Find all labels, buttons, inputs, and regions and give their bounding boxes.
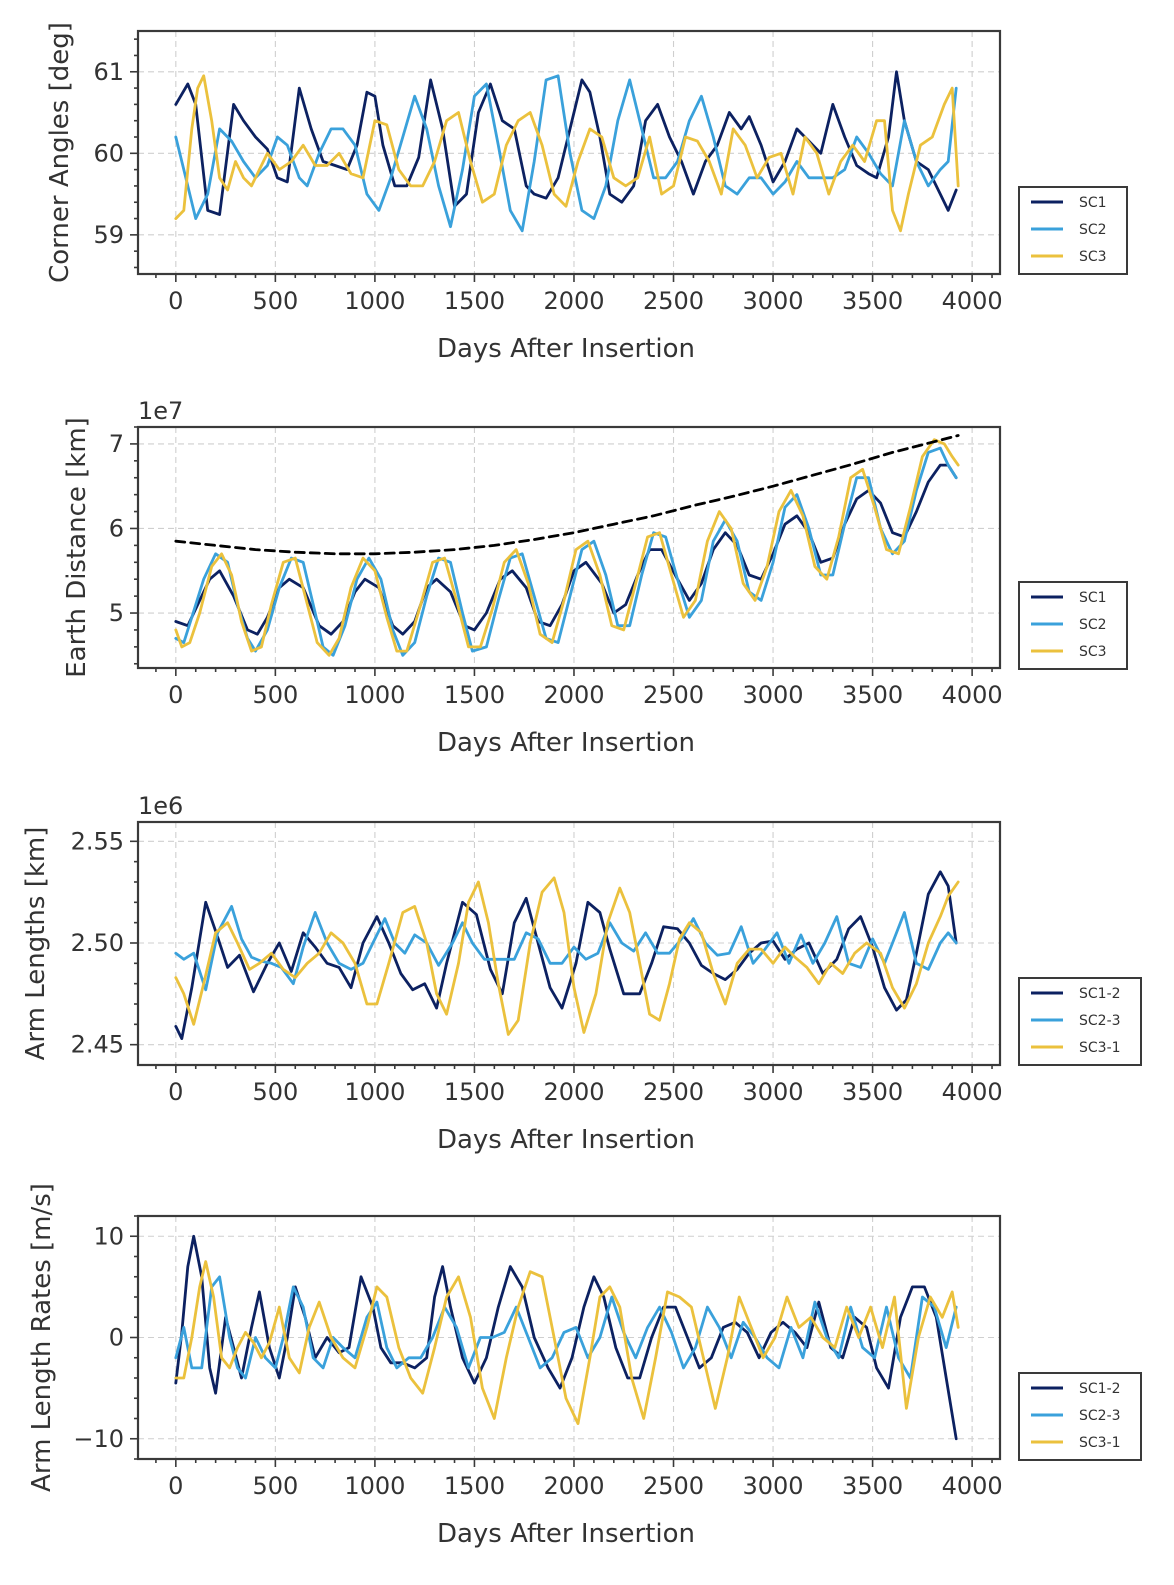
x-tick-label: 3000	[743, 287, 804, 315]
x-tick-label: 500	[252, 1078, 298, 1106]
legend: SC1-2 SC2-3 SC3-1	[1018, 1372, 1142, 1461]
legend-label: SC3	[1079, 644, 1107, 660]
series-line-sc3	[174, 74, 960, 233]
y-axis-label: Arm Lengths [km]	[21, 827, 51, 1061]
axes-frame	[136, 29, 1002, 276]
x-tick-label: 3500	[842, 681, 903, 709]
x-tick-label: 0	[168, 1078, 183, 1106]
y-axis-label: Arm Length Rates [m/s]	[27, 1183, 57, 1492]
legend: SC1 SC2 SC3	[1018, 581, 1128, 670]
legend-label: SC3-1	[1079, 1040, 1121, 1056]
legend-label: SC3-1	[1079, 1435, 1121, 1451]
series-line-sc3	[174, 438, 960, 657]
y-tick-label: 2.50	[71, 929, 124, 957]
legend-label: SC2	[1079, 617, 1107, 633]
x-tick-label: 500	[252, 1472, 298, 1500]
axis-offset-label: 1e6	[138, 792, 183, 820]
legend-label: SC2	[1079, 222, 1107, 238]
x-tick-label: 1000	[344, 1472, 405, 1500]
chart-panel-2: 0 500 1000 1500 2000 2500 3000 3500 4000 5 6 7 1e7 Da…	[62, 397, 1128, 758]
x-tick-label: 3500	[842, 1472, 903, 1500]
axes-frame	[136, 425, 1002, 670]
x-tick-label: 4000	[942, 1078, 1003, 1106]
series-line-sc2-3	[174, 1275, 958, 1380]
legend-label: SC2-3	[1079, 1013, 1121, 1029]
chart-panel-1: 0 500 1000 1500 2000 2500 3000 3500 4000 59 60 61 Da…	[45, 22, 1128, 364]
series-line-sc2	[174, 74, 958, 233]
x-tick-label: 4000	[942, 681, 1003, 709]
x-tick-label: 2000	[543, 1472, 604, 1500]
x-tick-label: 3000	[743, 1472, 804, 1500]
legend-label: SC1	[1079, 195, 1107, 211]
y-tick-label: 59	[93, 221, 124, 249]
x-axis-label: Days After Insertion	[437, 334, 695, 364]
series-group	[174, 870, 960, 1040]
series-line-envelope	[174, 434, 960, 556]
x-tick-label: 2000	[543, 287, 604, 315]
x-tick-label: 1000	[344, 1078, 405, 1106]
x-tick-label: 4000	[942, 287, 1003, 315]
y-tick-label: 2.55	[71, 827, 124, 855]
series-group	[174, 434, 960, 657]
series-line-sc1-2	[174, 870, 958, 1040]
series-line-sc2-3	[174, 905, 958, 992]
x-axis-label: Days After Insertion	[437, 1125, 695, 1155]
x-tick-label: 2500	[643, 1078, 704, 1106]
x-tick-label: 1500	[444, 1078, 505, 1106]
series-line-sc3-1	[174, 876, 960, 1036]
chart-panel-3: 0 500 1000 1500 2000 2500 3000 3500 4000 2.45 2.50…	[21, 792, 1142, 1155]
series-line-sc1	[174, 70, 958, 216]
x-tick-label: 0	[168, 287, 183, 315]
legend: SC1 SC2 SC3	[1018, 186, 1128, 275]
legend-label: SC2-3	[1079, 1408, 1121, 1424]
y-tick-label: 60	[93, 139, 124, 167]
x-tick-label: 2500	[643, 287, 704, 315]
series-group	[174, 70, 960, 233]
x-tick-label: 3000	[743, 1078, 804, 1106]
x-tick-label: 1500	[444, 681, 505, 709]
x-tick-label: 1000	[344, 287, 405, 315]
series-group	[174, 1234, 960, 1441]
chart-panel-4: 0 500 1000 1500 2000 2500 3000 3500 4000 −10 0 10 Da…	[27, 1183, 1142, 1549]
x-tick-label: 1500	[444, 287, 505, 315]
series-line-sc3-1	[174, 1260, 960, 1425]
x-tick-label: 2500	[643, 681, 704, 709]
x-tick-label: 0	[168, 681, 183, 709]
legend-label: SC3	[1079, 249, 1107, 265]
y-axis-label: Corner Angles [deg]	[45, 22, 75, 283]
axis-offset-label: 1e7	[138, 397, 183, 425]
y-tick-label: 7	[109, 430, 124, 458]
x-tick-label: 3500	[842, 287, 903, 315]
x-tick-label: 500	[252, 287, 298, 315]
x-axis-label: Days After Insertion	[437, 1519, 695, 1549]
x-tick-label: 1500	[444, 1472, 505, 1500]
x-axis-label: Days After Insertion	[437, 728, 695, 758]
y-tick-label: 2.45	[71, 1031, 124, 1059]
x-tick-label: 500	[252, 681, 298, 709]
x-tick-label: 3500	[842, 1078, 903, 1106]
y-tick-label: 10	[93, 1222, 124, 1250]
legend-label: SC1-2	[1079, 986, 1121, 1002]
x-tick-label: 2000	[543, 1078, 604, 1106]
y-tick-label: −10	[73, 1425, 124, 1453]
y-axis-label: Earth Distance [km]	[62, 417, 92, 678]
y-tick-label: 61	[93, 58, 124, 86]
legend: SC1-2 SC2-3 SC3-1	[1018, 977, 1142, 1066]
x-tick-label: 1000	[344, 681, 405, 709]
y-tick-label: 6	[109, 514, 124, 542]
legend-label: SC1	[1079, 590, 1107, 606]
y-tick-label: 5	[109, 599, 124, 627]
series-line-sc2	[174, 446, 958, 657]
x-tick-label: 2000	[543, 681, 604, 709]
x-tick-label: 3000	[743, 681, 804, 709]
x-tick-label: 2500	[643, 1472, 704, 1500]
legend-label: SC1-2	[1079, 1381, 1121, 1397]
x-tick-label: 4000	[942, 1472, 1003, 1500]
x-tick-label: 0	[168, 1472, 183, 1500]
y-tick-label: 0	[109, 1324, 124, 1352]
